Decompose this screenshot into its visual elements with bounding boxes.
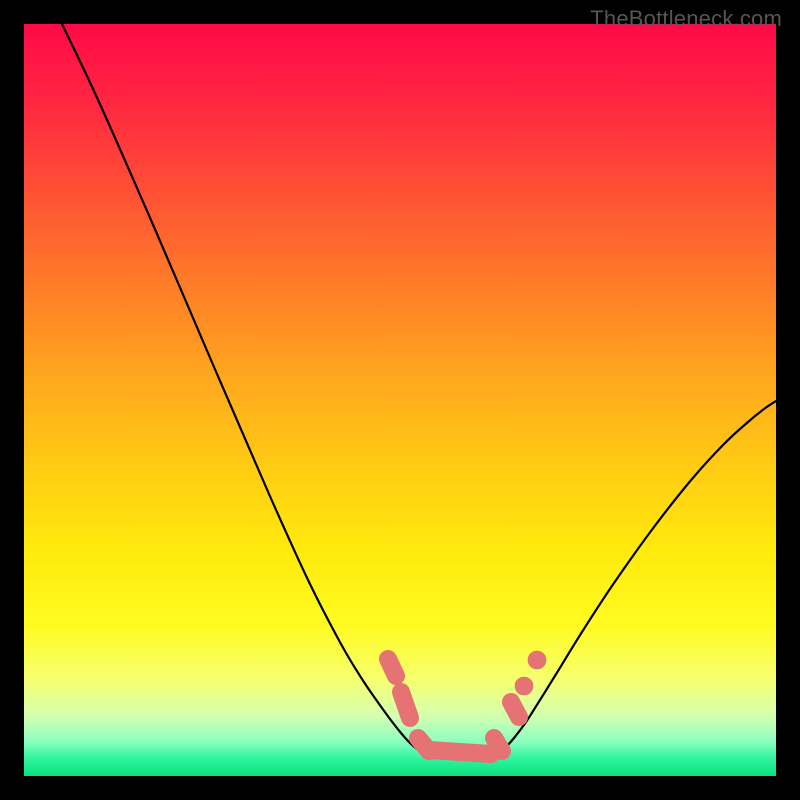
marker-dot-6	[515, 677, 533, 695]
border-left	[0, 0, 24, 800]
plot-svg	[24, 24, 776, 776]
watermark-label: TheBottleneck.com	[590, 6, 782, 32]
chart-frame: TheBottleneck.com	[0, 0, 800, 800]
border-bottom	[0, 776, 800, 800]
plot-area	[24, 24, 776, 776]
marker-dot-7	[528, 651, 546, 669]
border-right	[776, 0, 800, 800]
